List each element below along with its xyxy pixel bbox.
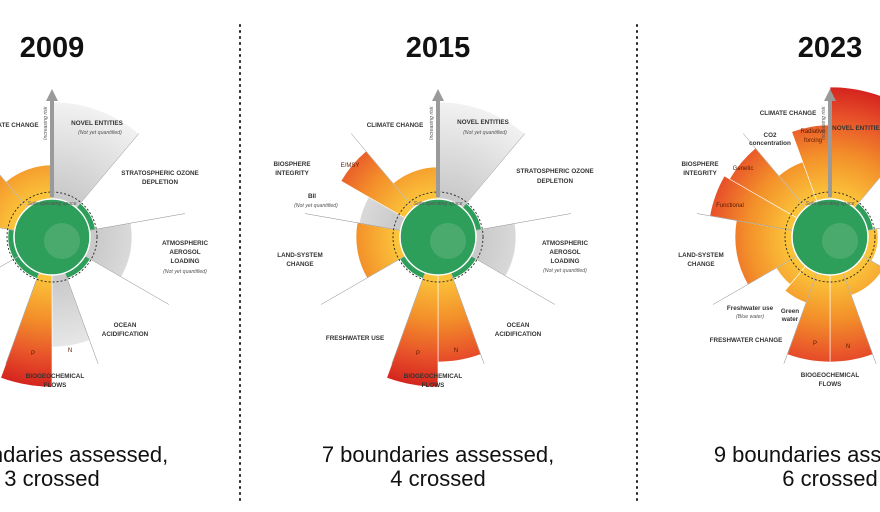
label: FRESHWATER USE xyxy=(326,335,384,342)
boundary xyxy=(784,191,876,283)
label: Functional xyxy=(716,203,744,209)
label: NOVEL ENTITIES xyxy=(71,120,123,127)
earth xyxy=(44,223,80,259)
label: CLIMATE CHANGE xyxy=(367,122,424,129)
label: INTEGRITY xyxy=(275,170,309,177)
label: BII xyxy=(308,193,316,200)
label: N xyxy=(68,348,72,354)
risk-arrowhead xyxy=(46,89,58,101)
panel: 2015 7 boundaries assessed,4 crossed CLIMA… xyxy=(273,32,593,491)
wedge xyxy=(0,236,53,388)
label: (Not yet quantified) xyxy=(163,269,207,275)
wedge xyxy=(386,236,439,388)
label: CHANGE xyxy=(286,261,313,268)
label: N xyxy=(846,344,850,350)
label: FLOWS xyxy=(819,381,842,388)
label: DEPLETION xyxy=(537,178,573,185)
wedge xyxy=(829,86,880,238)
label: STRATOSPHERIC OZONE xyxy=(516,168,593,175)
label: concentration xyxy=(749,140,791,147)
caption: 4 crossed xyxy=(390,466,485,491)
label: E/MSY xyxy=(341,163,360,169)
earth xyxy=(430,223,466,259)
label: ACIDIFICATION xyxy=(102,331,149,338)
label: Increasing risk xyxy=(429,106,435,140)
caption: 7 boundaries assessed, xyxy=(322,442,554,467)
label: FLOWS xyxy=(44,382,67,389)
earth xyxy=(822,223,858,259)
label: OCEAN xyxy=(507,322,530,329)
caption: 7 boundaries assessed, xyxy=(0,442,168,467)
label: AEROSOL xyxy=(169,249,200,256)
label: FLOWS xyxy=(422,382,445,389)
label: (Not yet quantified) xyxy=(294,203,338,209)
label: forcing xyxy=(804,138,822,144)
safe-zone xyxy=(13,198,91,276)
safe-zone xyxy=(399,198,477,276)
label: NOVEL ENTITIES xyxy=(832,125,880,132)
safe-zone xyxy=(791,198,869,276)
label: water xyxy=(781,316,799,323)
label: CO2 xyxy=(764,132,777,139)
label: BIOGEOCHEMICAL xyxy=(801,372,860,379)
label: (Not yet quantified) xyxy=(78,130,122,136)
label: (Not yet quantified) xyxy=(543,268,587,274)
label: ACIDIFICATION xyxy=(495,331,542,338)
label: OCEAN xyxy=(114,322,137,329)
label: Genetic xyxy=(733,166,754,172)
year: 2009 xyxy=(20,32,85,64)
label: AEROSOL xyxy=(549,249,580,256)
label: LOADING xyxy=(170,258,199,265)
label: CHANGE xyxy=(687,261,714,268)
label: INTEGRITY xyxy=(683,170,717,177)
label: Increasing risk xyxy=(43,106,49,140)
label: NOVEL ENTITIES xyxy=(457,119,509,126)
label: Freshwater use xyxy=(727,305,774,312)
label: ATMOSPHERIC xyxy=(162,240,209,247)
label: LAND-SYSTEM xyxy=(678,252,723,259)
label: BIOSPHERE xyxy=(681,161,718,168)
label: ATE CHANGE xyxy=(0,122,39,129)
label: LOADING xyxy=(550,258,579,265)
risk-arrowhead xyxy=(824,89,836,101)
label: (Blue water) xyxy=(736,314,764,320)
label: CLIMATE CHANGE xyxy=(760,110,817,117)
label: Safe operating space xyxy=(805,201,854,207)
label: P xyxy=(416,351,420,357)
label: DEPLETION xyxy=(142,179,178,186)
label: BIOGEOCHEMICAL xyxy=(26,373,85,380)
year: 2023 xyxy=(798,32,863,64)
label: Radiative xyxy=(800,129,826,135)
label: BIOSPHERE xyxy=(273,161,310,168)
label: Green xyxy=(781,308,799,315)
label: (Not yet quantified) xyxy=(463,130,507,136)
label: Increasing risk xyxy=(821,106,827,140)
label: N xyxy=(454,348,458,354)
label: P xyxy=(813,341,817,347)
label: FRESHWATER CHANGE xyxy=(710,337,783,344)
wedge xyxy=(437,101,526,238)
boundary xyxy=(6,191,98,283)
label: Safe operating space xyxy=(27,201,76,207)
label: STRATOSPHERIC OZONE xyxy=(121,170,198,177)
label: BIOGEOCHEMICAL xyxy=(404,373,463,380)
caption: 3 crossed xyxy=(4,466,99,491)
risk-arrowhead xyxy=(432,89,444,101)
label: Safe operating space xyxy=(413,201,462,207)
year: 2015 xyxy=(406,32,471,64)
boundary xyxy=(392,191,484,283)
label: P xyxy=(31,351,35,357)
wedge xyxy=(51,101,140,238)
caption: 6 crossed xyxy=(782,466,877,491)
panel: 2023 9 boundaries assessed,6 crossed CLIMA… xyxy=(678,32,880,491)
label: ATMOSPHERIC xyxy=(542,240,589,247)
panel: 2009 7 boundaries assessed,3 crossed ATE C… xyxy=(0,32,208,491)
caption: 9 boundaries assessed, xyxy=(714,442,880,467)
label: LAND-SYSTEM xyxy=(277,252,322,259)
